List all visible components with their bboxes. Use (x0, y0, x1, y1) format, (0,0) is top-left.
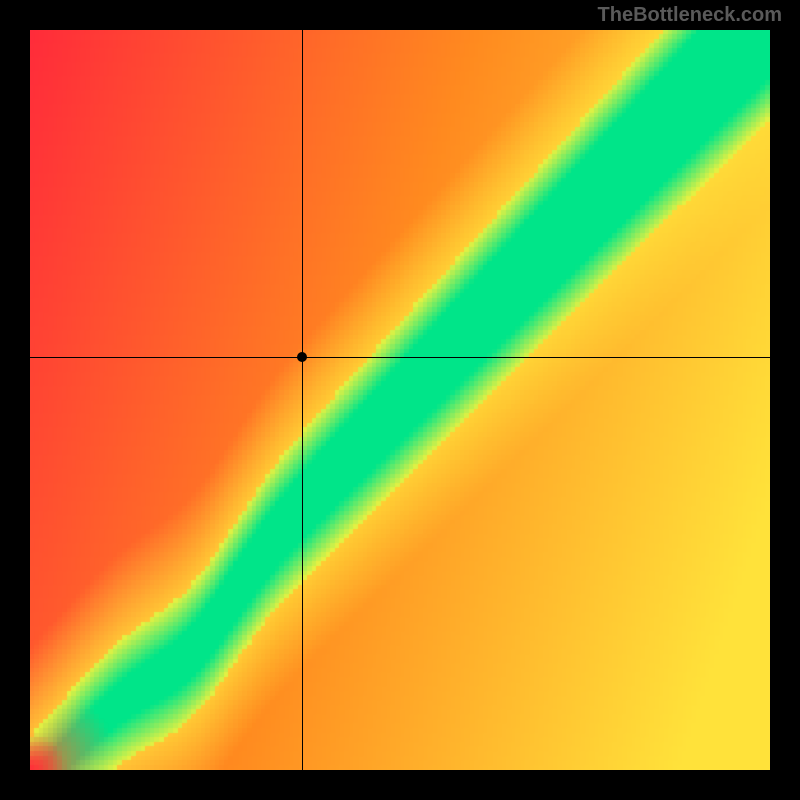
crosshair-marker (297, 352, 307, 362)
crosshair-horizontal (30, 357, 770, 358)
crosshair-vertical (302, 30, 303, 770)
heatmap-canvas (30, 30, 770, 770)
heatmap-plot (30, 30, 770, 770)
watermark-text: TheBottleneck.com (598, 4, 782, 27)
